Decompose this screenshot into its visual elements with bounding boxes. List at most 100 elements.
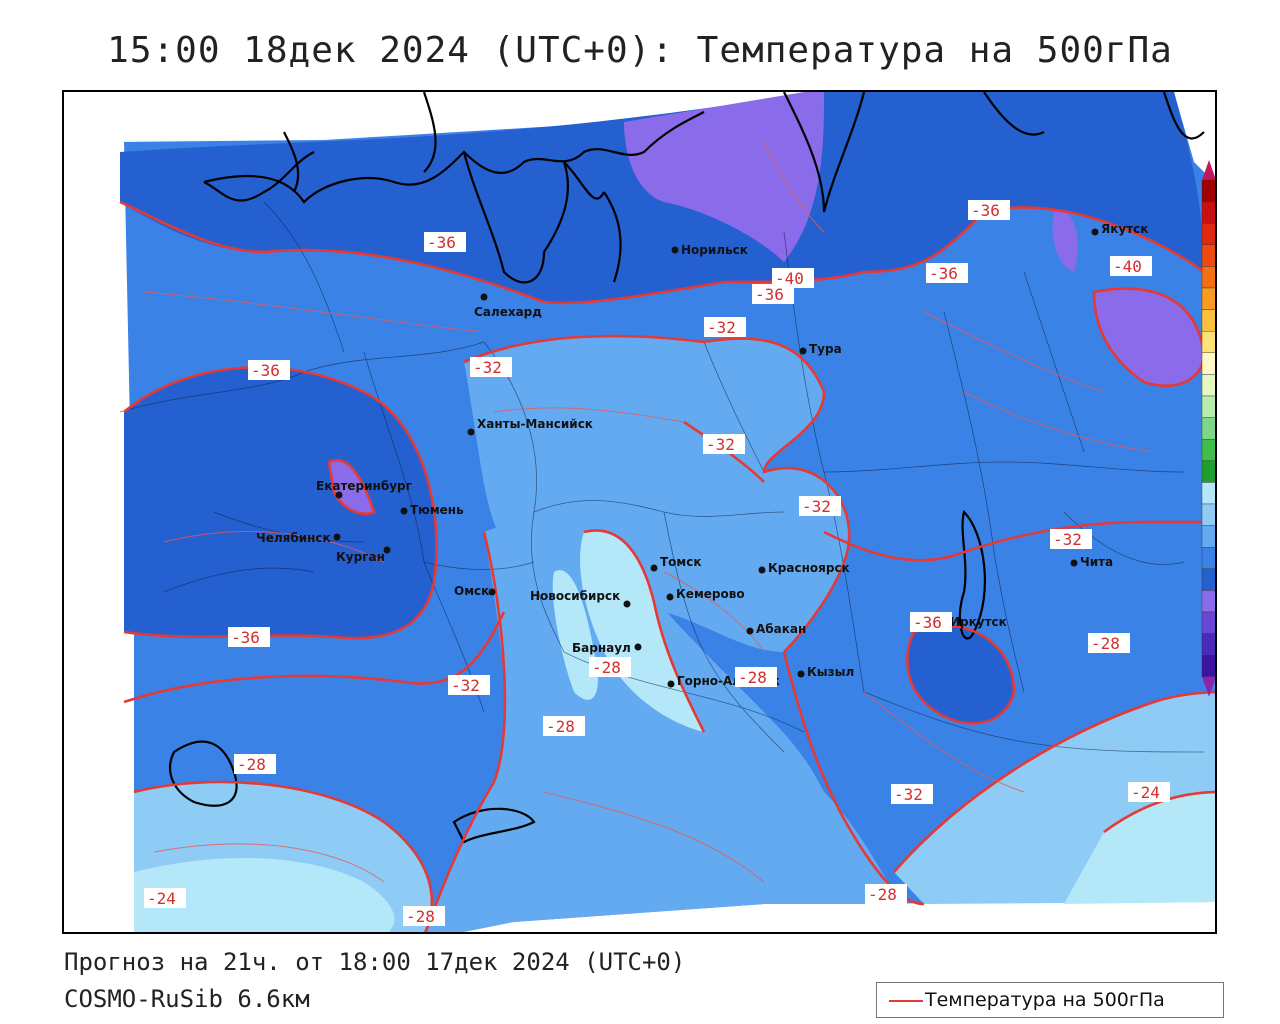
city-dot-khanty (467, 428, 475, 436)
iso-label: -24 (144, 888, 186, 908)
svg-text:-36: -36 (929, 264, 958, 283)
city-label-chelyabinsk: Челябинск (256, 531, 331, 545)
city-label-kemerovo: Кемерово (676, 587, 745, 601)
colorbar-swatch (1201, 503, 1215, 526)
colorbar-swatch (1201, 611, 1215, 634)
city-label-abakan: Абакан (756, 622, 806, 636)
colorbar-swatch (1201, 266, 1215, 289)
iso-label: -28 (403, 906, 445, 926)
colorbar-swatch (1201, 352, 1215, 375)
city-label-tyumen: Тюмень (410, 503, 464, 517)
iso-label: -28 (735, 667, 777, 687)
iso-label: -28 (543, 716, 585, 736)
iso-label: -32 (799, 496, 841, 516)
svg-text:-28: -28 (592, 658, 621, 677)
colorbar-swatch (1201, 201, 1215, 224)
city-dot-omsk (488, 588, 496, 596)
iso-label: -40 (1110, 256, 1152, 276)
legend-line-swatch (889, 1000, 923, 1002)
city-label-khanty: Ханты-Мансийск (477, 417, 593, 431)
iso-label: -40 (772, 268, 814, 288)
admin-boundaries (119, 201, 1205, 753)
svg-text:-28: -28 (546, 717, 575, 736)
zone-minus32-central (464, 336, 850, 652)
colorbar-swatch (1201, 460, 1215, 483)
city-dot-kurgan (383, 546, 391, 554)
svg-text:-28: -28 (1091, 634, 1120, 653)
city-label-omsk: Омск (454, 584, 489, 598)
iso-label: -28 (234, 754, 276, 774)
city-dot-ekaterinburg (335, 491, 343, 499)
city-dot-tomsk (650, 564, 658, 572)
colorbar-swatch (1201, 309, 1215, 332)
city-label-tomsk: Томск (660, 555, 702, 569)
temperature-map: Норильск Якутск Салехард Тура Ханты-Манс… (119, 92, 1215, 932)
iso-label: -32 (470, 357, 512, 377)
zone-minus24-east (1064, 792, 1215, 904)
colorbar-swatch (1201, 179, 1215, 202)
isotherms-minor (143, 141, 1155, 883)
city-dot-tyumen (400, 507, 408, 515)
iso-label: -36 (424, 232, 466, 252)
colorbar-swatch (1201, 525, 1215, 548)
svg-text:-32: -32 (802, 497, 831, 516)
iso-label: -36 (926, 263, 968, 283)
coastlines (169, 92, 1205, 844)
iso-label: -32 (448, 675, 490, 695)
isotherm-labels: -36 -40 -36 -36 -40 -36 -32 -32 -32 -32 … (144, 200, 1170, 926)
city-label-irkutsk: Иркутск (950, 615, 1007, 629)
zone-minus40-north (624, 92, 824, 262)
colorbar-swatch (1201, 287, 1215, 310)
colorbar-swatch (1201, 439, 1215, 462)
iso-label: -36 (910, 612, 952, 632)
svg-text:-32: -32 (707, 318, 736, 337)
legend-label: Температура на 500гПа (925, 989, 1165, 1011)
colorbar-swatch (1201, 395, 1215, 418)
city-dot-norilsk (671, 246, 679, 254)
city-dot-chita (1070, 559, 1078, 567)
city-dot-gorno-altaysk (667, 680, 675, 688)
svg-text:-24: -24 (147, 889, 176, 908)
svg-text:-36: -36 (427, 233, 456, 252)
city-label-kurgan: Курган (336, 550, 385, 564)
city-dot-tura (799, 347, 807, 355)
iso-label: -28 (589, 657, 631, 677)
svg-text:-40: -40 (1113, 257, 1142, 276)
colorbar-bottom-arrow (1202, 676, 1215, 697)
colorbar-swatch (1201, 547, 1215, 570)
svg-text:-28: -28 (738, 668, 767, 687)
colorbar: 2824201612840-4-8-12-16-20-24-28-32-36-4… (1201, 160, 1215, 697)
svg-text:-24: -24 (1131, 783, 1160, 802)
city-label-barnaul: Барнаул (572, 641, 631, 655)
colorbar-swatch (1201, 568, 1215, 591)
city-label-tura: Тура (809, 342, 842, 356)
city-dot-yakutsk (1091, 228, 1099, 236)
city-dot-kyzyl (797, 670, 805, 678)
iso-label: -32 (891, 784, 933, 804)
iso-label: -32 (703, 434, 745, 454)
svg-text:-36: -36 (251, 361, 280, 380)
zone-minus36-baikal (907, 625, 1014, 724)
iso-label: -36 (228, 627, 270, 647)
city-dot-krasnoyarsk (758, 566, 766, 574)
iso-label: -28 (865, 884, 907, 904)
colorbar-swatch (1201, 417, 1215, 440)
iso-label: -36 (968, 200, 1010, 220)
svg-text:-36: -36 (231, 628, 260, 647)
city-label-yakutsk: Якутск (1101, 222, 1148, 236)
forecast-info: Прогноз на 21ч. от 18:00 17дек 2024 (UTC… (64, 948, 686, 976)
page-title: 15:00 18дек 2024 (UTC+0): Температура на… (107, 30, 1173, 71)
colorbar-swatch (1201, 244, 1215, 267)
city-label-norilsk: Норильск (681, 243, 748, 257)
colorbar-swatch (1201, 374, 1215, 397)
colorbar-swatch (1201, 482, 1215, 505)
svg-text:-36: -36 (913, 613, 942, 632)
city-label-salekhard: Салехард (474, 305, 542, 319)
city-dot-abakan (746, 627, 754, 635)
city-dot-kemerovo (666, 593, 674, 601)
iso-label: -36 (248, 360, 290, 380)
svg-text:-32: -32 (894, 785, 923, 804)
city-dot-novosibirsk (623, 600, 631, 608)
iso-label: -32 (704, 317, 746, 337)
map-panel: Норильск Якутск Салехард Тура Ханты-Манс… (62, 90, 1217, 934)
